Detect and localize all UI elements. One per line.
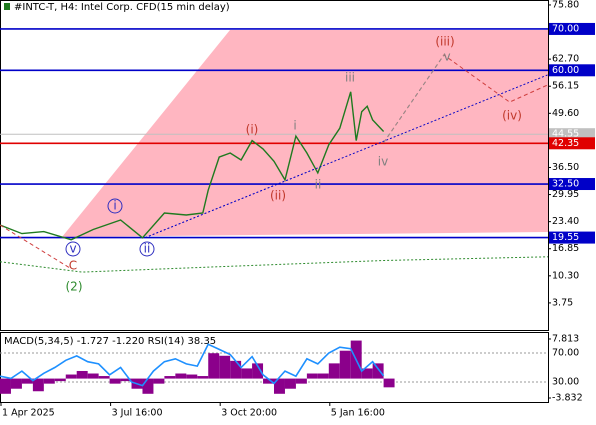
indicator-title: MACD(5,34,5) -1.727 -1.220 RSI(14) 38.35 <box>4 336 216 347</box>
y-tick-label: 16.85 <box>552 243 579 254</box>
wave-circle <box>65 241 81 257</box>
y-tick-label: 36.50 <box>552 162 579 173</box>
wave-label: (i) <box>246 123 259 137</box>
level-label: 60.00 <box>552 65 579 76</box>
y2-tick-label: 70.00 <box>552 348 579 359</box>
wave-label: ii <box>144 242 151 256</box>
y-tick-label: 62.70 <box>552 54 579 65</box>
y-tick-label: 23.40 <box>552 216 579 227</box>
wave-circle <box>107 198 123 214</box>
macd-bar <box>142 378 154 394</box>
level-label: 19.55 <box>552 232 579 243</box>
x-tick-label: 3 Oct 20:00 <box>221 408 277 419</box>
macd-bar <box>120 378 132 382</box>
macd-bar <box>241 368 253 379</box>
macd-bar <box>274 378 285 394</box>
macd-bar <box>252 363 264 379</box>
macd-bar <box>339 350 351 379</box>
macd-bar <box>54 378 66 382</box>
wave-label: i <box>293 119 296 133</box>
y2-tick-label: 30.00 <box>552 377 579 388</box>
price-line <box>383 54 445 143</box>
macd-bar <box>230 360 242 379</box>
wave-label: (2) <box>66 280 83 294</box>
macd-bar <box>21 378 33 384</box>
y-tick-label: 3.75 <box>552 297 573 308</box>
wave-label: iii <box>345 71 355 85</box>
macd-bar <box>317 373 329 379</box>
level-label: 70.00 <box>552 23 579 34</box>
wave-label: (iii) <box>435 35 454 49</box>
y-tick-label: 56.15 <box>552 81 579 92</box>
wave-label: (ii) <box>270 189 286 203</box>
level-label: 32.50 <box>552 179 579 190</box>
macd-bar <box>153 378 165 384</box>
macd-bar <box>383 378 395 388</box>
main-frame <box>0 0 549 331</box>
level-label-box <box>549 137 595 150</box>
macd-bar <box>284 378 296 389</box>
macd-bar <box>65 374 77 379</box>
y-tick-label: -3.832 <box>552 393 583 404</box>
chart-title: #INTC-T, H4: Intel Corp. CFD(15 min dela… <box>14 2 230 13</box>
x-tick-label: 1 Apr 2025 <box>2 408 55 419</box>
wave-label: i <box>113 199 116 213</box>
x-tick-label: 5 Jan 16:00 <box>331 408 385 419</box>
level-label: 42.35 <box>552 138 579 149</box>
level-label-box <box>549 22 595 35</box>
macd-bar <box>109 378 121 384</box>
macd-bar <box>295 378 307 384</box>
macd-bar <box>32 378 44 392</box>
macd-bar <box>175 373 187 379</box>
target-zone <box>62 30 548 237</box>
y-tick-label: 10.30 <box>552 270 579 281</box>
level-label-box <box>549 64 595 77</box>
indicator-frame <box>0 332 549 403</box>
level-label-box <box>549 178 595 191</box>
x-tick-label: 3 Jul 16:00 <box>112 408 163 419</box>
wave-label: C <box>69 259 77 273</box>
wave-label: (iv) <box>502 109 522 123</box>
macd-bar <box>197 376 209 379</box>
macd-bar <box>87 373 99 379</box>
macd-bar <box>76 370 88 379</box>
rsi-line <box>0 343 385 387</box>
macd-bar <box>372 363 384 379</box>
wave-circle <box>139 241 155 257</box>
wave-label: v <box>69 242 76 256</box>
macd-bar <box>361 368 373 379</box>
level-label: 44.55 <box>552 129 579 140</box>
y-tick-label: 7.813 <box>552 333 579 344</box>
macd-bar <box>306 373 318 379</box>
wave-label: iv <box>378 155 388 169</box>
macd-bar <box>219 355 231 379</box>
macd-bar <box>164 376 176 379</box>
macd-bar <box>43 378 55 384</box>
y-tick-label: 49.60 <box>552 108 579 119</box>
macd-bar <box>208 353 220 379</box>
wave-label: ii <box>315 178 322 192</box>
price-line <box>145 74 549 239</box>
macd-bar <box>10 378 22 389</box>
macd-bar <box>263 378 274 384</box>
wave-label: v <box>443 50 450 64</box>
macd-bar <box>328 363 340 379</box>
price-line <box>0 91 385 241</box>
y-tick-label: 75.80 <box>552 0 579 10</box>
macd-bar <box>98 376 110 379</box>
macd-bar <box>186 374 198 379</box>
y-tick-label: 29.95 <box>552 189 579 200</box>
symbol-icon <box>4 3 10 10</box>
level-label-box <box>549 128 595 141</box>
level-label-box <box>549 231 595 244</box>
macd-bar <box>0 378 11 394</box>
